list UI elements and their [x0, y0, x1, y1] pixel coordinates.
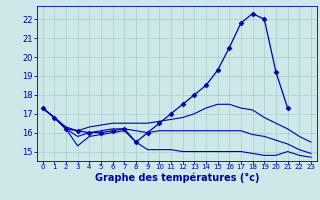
X-axis label: Graphe des températures (°c): Graphe des températures (°c)	[94, 173, 259, 183]
